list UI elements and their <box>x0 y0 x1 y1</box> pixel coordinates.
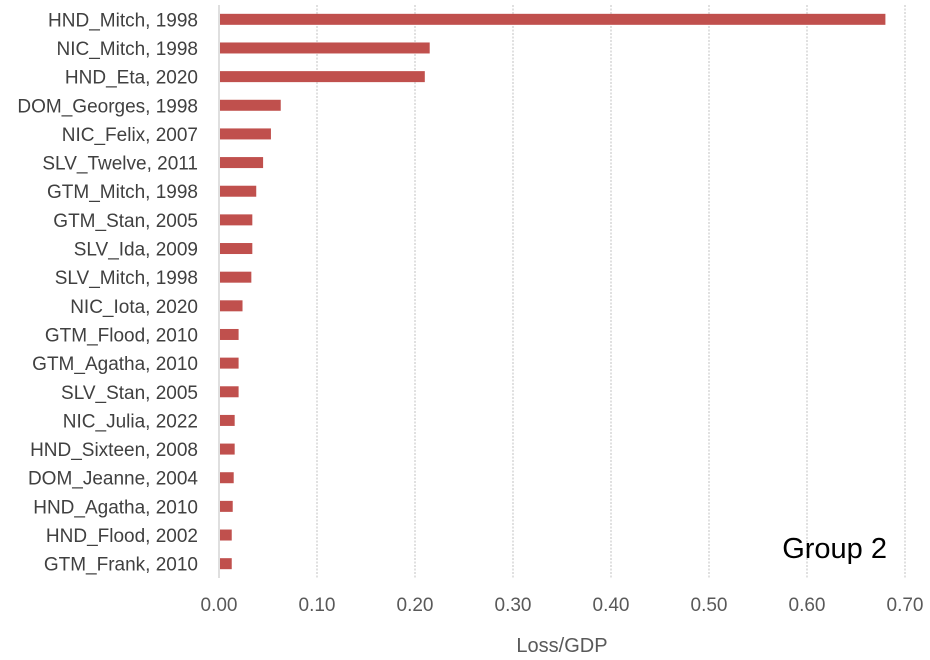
bar <box>220 443 235 455</box>
category-label: DOM_Georges, 1998 <box>17 96 198 117</box>
category-label: SLV_Ida, 2009 <box>74 240 198 261</box>
category-label: NIC_Julia, 2022 <box>63 411 198 432</box>
bars <box>220 13 886 570</box>
bar <box>220 71 425 83</box>
gridlines <box>218 5 906 578</box>
bar <box>220 386 239 398</box>
category-label: HND_Sixteen, 2008 <box>30 440 198 461</box>
bar <box>220 13 886 25</box>
bar <box>220 529 232 541</box>
bar <box>220 99 281 111</box>
x-axis-title: Loss/GDP <box>516 635 607 657</box>
category-label: SLV_Twelve, 2011 <box>42 154 198 175</box>
bar <box>220 414 235 426</box>
bar <box>220 128 271 140</box>
category-label: GTM_Frank, 2010 <box>44 555 198 576</box>
bar <box>220 271 252 283</box>
x-tick-labels: 0.00 0.10 0.20 0.30 0.40 0.50 0.60 0.70 <box>201 595 924 616</box>
bar <box>220 328 239 340</box>
category-label: HND_Mitch, 1998 <box>48 10 198 31</box>
category-label: NIC_Felix, 2007 <box>62 125 198 146</box>
bar <box>220 42 430 54</box>
x-tick-label: 0.60 <box>789 595 826 616</box>
category-label: SLV_Mitch, 1998 <box>55 268 198 289</box>
x-tick-label: 0.00 <box>201 595 238 616</box>
x-tick-label: 0.70 <box>887 595 924 616</box>
group-annotation: Group 2 <box>782 533 887 565</box>
category-label: GTM_Mitch, 1998 <box>47 182 198 203</box>
bar <box>220 472 234 484</box>
category-label: NIC_Mitch, 1998 <box>56 39 198 60</box>
category-label: HND_Eta, 2020 <box>65 68 198 89</box>
x-tick-label: 0.20 <box>397 595 434 616</box>
category-label: HND_Agatha, 2010 <box>33 497 198 518</box>
x-tick-label: 0.40 <box>593 595 630 616</box>
category-label: HND_Flood, 2002 <box>46 526 198 547</box>
category-label: NIC_Iota, 2020 <box>70 297 198 318</box>
bar <box>220 157 264 169</box>
category-label: DOM_Jeanne, 2004 <box>28 469 198 490</box>
bar <box>220 243 253 255</box>
x-tick-label: 0.30 <box>495 595 532 616</box>
bar <box>220 214 253 226</box>
x-tick-label: 0.10 <box>299 595 336 616</box>
category-labels: HND_Mitch, 1998 NIC_Mitch, 1998 HND_Eta, 2… <box>17 10 198 575</box>
bar <box>220 185 257 197</box>
bar <box>220 357 239 369</box>
bar <box>220 300 243 312</box>
bar <box>220 558 232 570</box>
x-tick-label: 0.50 <box>691 595 728 616</box>
category-label: GTM_Stan, 2005 <box>53 211 198 232</box>
bar <box>220 500 233 512</box>
category-label: GTM_Agatha, 2010 <box>32 354 198 375</box>
category-label: SLV_Stan, 2005 <box>61 383 198 404</box>
category-label: GTM_Flood, 2010 <box>45 325 198 346</box>
